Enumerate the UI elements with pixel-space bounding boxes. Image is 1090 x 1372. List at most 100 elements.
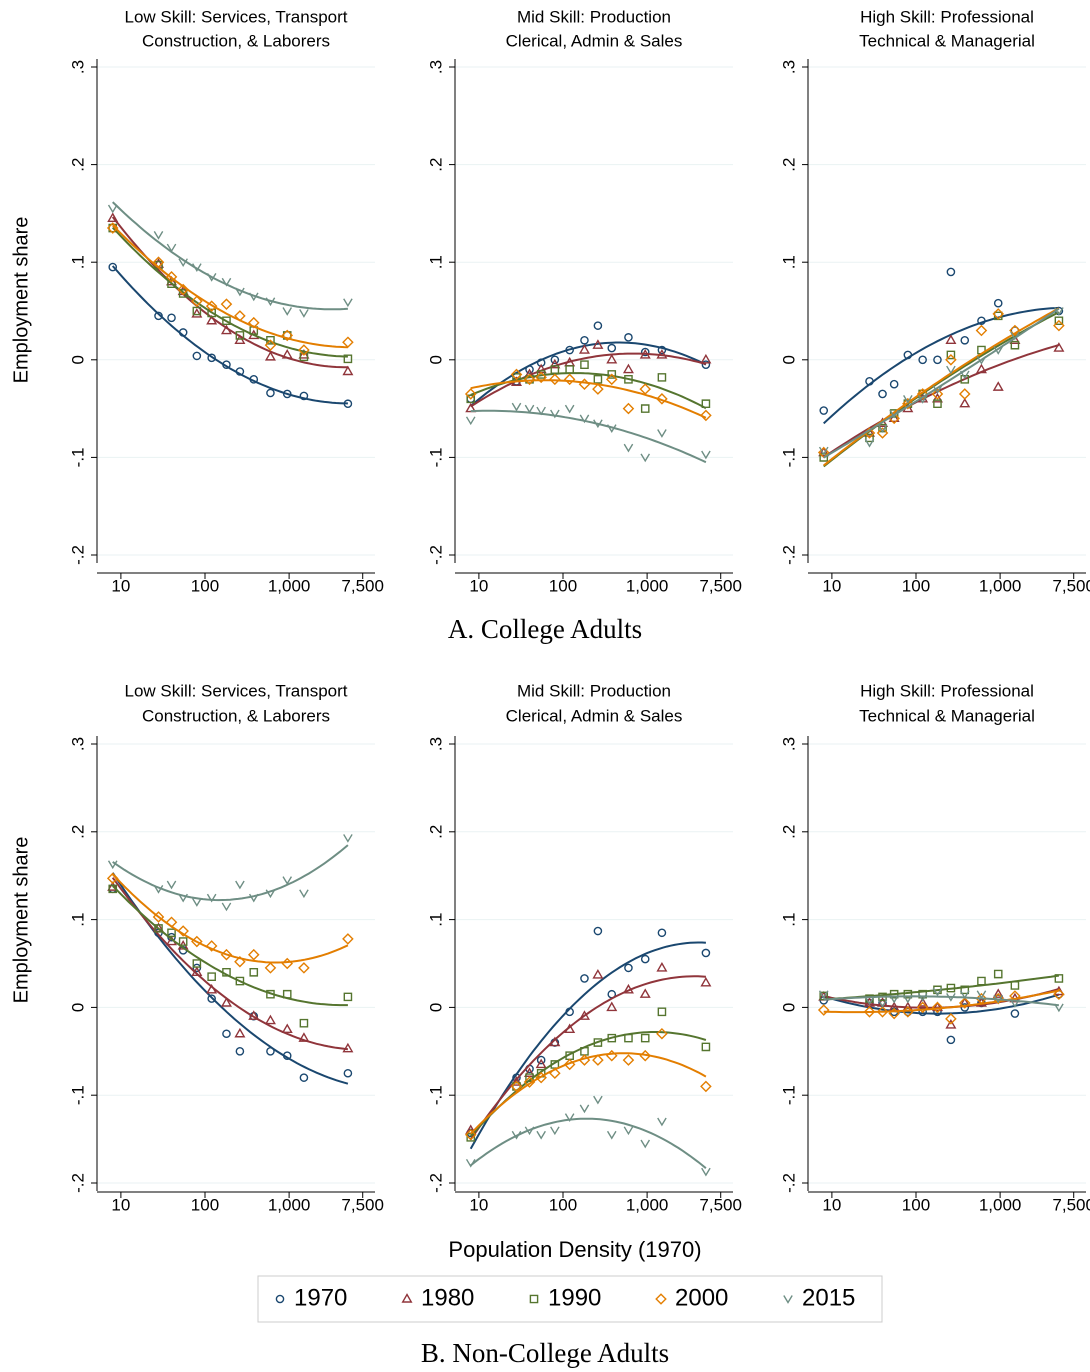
- point: [549, 1036, 561, 1047]
- y-tick-label: .1: [426, 255, 445, 269]
- point: [248, 893, 259, 903]
- x-tick-label: 1,000: [626, 576, 669, 595]
- point: [624, 333, 633, 342]
- point: [975, 992, 988, 1005]
- chart-title: Clerical, Admin & Sales: [506, 31, 683, 50]
- point: [976, 990, 987, 1000]
- point: [299, 391, 309, 401]
- x-tick-label: 7,500: [1052, 576, 1090, 595]
- point: [993, 346, 1004, 355]
- point: [624, 963, 633, 973]
- point: [154, 311, 163, 321]
- point: [877, 999, 888, 1008]
- point: [977, 345, 986, 355]
- point: [592, 383, 604, 395]
- fit-curve: [823, 344, 1060, 458]
- point: [903, 994, 913, 1004]
- point: [1054, 974, 1064, 983]
- point: [931, 392, 943, 403]
- point: [819, 453, 829, 462]
- y-tick-label: .2: [426, 158, 445, 172]
- point: [178, 289, 188, 298]
- y-axis-label: Employment share: [10, 217, 32, 384]
- point: [640, 347, 650, 357]
- point: [205, 300, 218, 312]
- point: [549, 373, 561, 386]
- point: [657, 1007, 667, 1017]
- point: [889, 379, 899, 389]
- point: [622, 402, 635, 415]
- point: [624, 1033, 633, 1043]
- x-tick-label: 7,500: [699, 1195, 742, 1214]
- point: [946, 267, 956, 277]
- point: [993, 994, 1004, 1004]
- point: [192, 351, 202, 361]
- x-tick-label: 7,500: [699, 576, 742, 595]
- y-axis-label: Employment share: [10, 837, 32, 1004]
- point: [877, 424, 888, 433]
- y-tick-label: 0: [779, 355, 798, 364]
- point: [510, 1076, 523, 1086]
- point: [622, 1054, 635, 1066]
- y-tick-label: .1: [779, 255, 798, 269]
- x-tick-label: 10: [111, 576, 130, 595]
- point: [165, 916, 178, 929]
- y-tick-label: .2: [68, 825, 87, 839]
- point: [401, 1293, 413, 1303]
- point: [220, 298, 233, 310]
- point: [222, 967, 231, 977]
- fit-curve: [111, 265, 348, 405]
- point: [564, 1113, 575, 1123]
- point: [247, 316, 260, 329]
- point: [464, 388, 477, 400]
- y-tick-label: -.2: [426, 1173, 445, 1193]
- point: [342, 336, 354, 349]
- point: [192, 963, 202, 973]
- point: [865, 994, 874, 1003]
- point: [264, 962, 277, 974]
- point: [166, 880, 177, 890]
- x-tick-label: 10: [822, 1195, 841, 1214]
- y-tick-label: 0: [779, 1003, 798, 1012]
- point: [593, 1095, 603, 1105]
- point: [266, 388, 275, 398]
- legend-label: 2000: [675, 1284, 728, 1311]
- point: [1010, 981, 1020, 990]
- point: [298, 1032, 310, 1042]
- point: [931, 1001, 944, 1014]
- point: [580, 1047, 589, 1056]
- point: [565, 345, 574, 355]
- chart-title: Construction, & Laborers: [142, 706, 330, 725]
- point: [902, 1006, 914, 1018]
- point: [623, 443, 634, 453]
- point: [222, 1029, 231, 1039]
- point: [863, 1006, 876, 1018]
- point: [657, 429, 667, 438]
- x-tick-label: 100: [549, 1195, 577, 1214]
- x-tick-label: 100: [191, 1195, 219, 1214]
- point: [264, 339, 277, 351]
- point: [234, 955, 246, 968]
- point: [655, 1293, 667, 1305]
- point: [1009, 324, 1021, 337]
- point: [107, 204, 118, 214]
- point: [959, 990, 970, 1000]
- point: [931, 1001, 943, 1012]
- fit-curve: [111, 885, 348, 1007]
- point: [640, 453, 651, 463]
- point: [578, 1010, 590, 1020]
- point: [946, 1035, 956, 1045]
- point: [234, 1027, 246, 1038]
- y-tick-label: .3: [68, 60, 87, 74]
- point: [976, 355, 987, 365]
- y-tick-label: .1: [779, 913, 798, 927]
- point: [592, 339, 604, 349]
- x-tick-label: 1,000: [979, 1195, 1022, 1214]
- point: [281, 349, 293, 359]
- point: [992, 988, 1004, 998]
- point: [178, 937, 188, 946]
- point: [701, 399, 711, 409]
- point: [192, 306, 202, 316]
- point: [657, 928, 667, 938]
- point: [248, 292, 259, 302]
